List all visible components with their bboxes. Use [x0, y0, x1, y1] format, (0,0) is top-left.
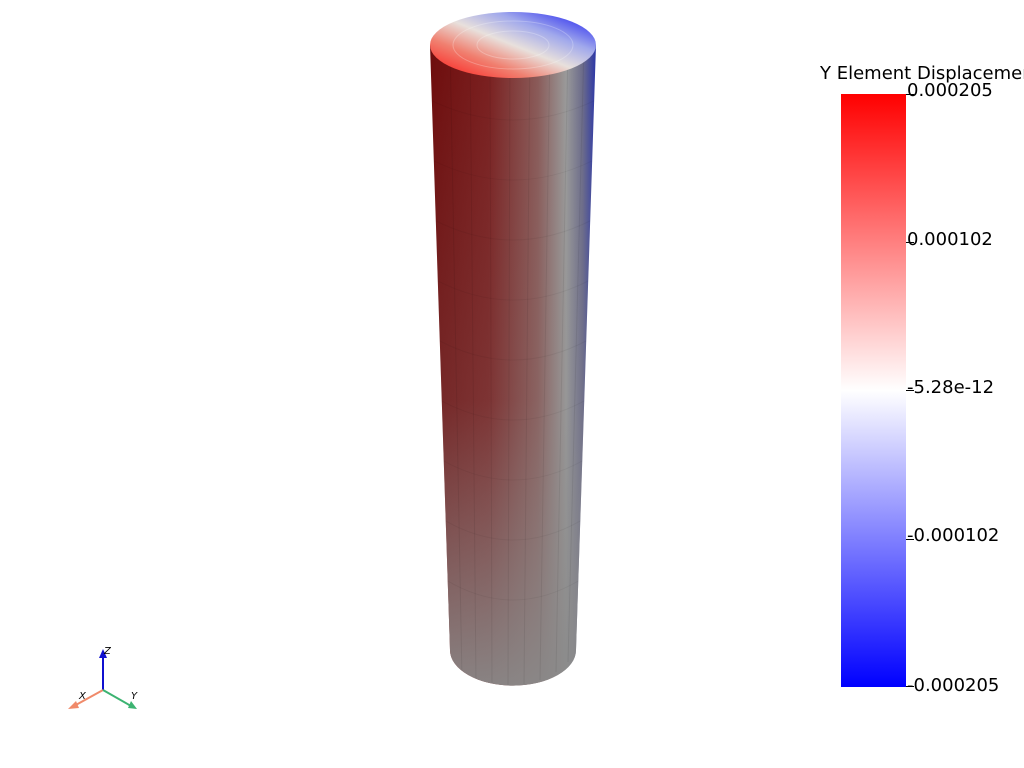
cylinder-facet-lines	[449, 45, 585, 686]
cylinder-top-cap	[430, 12, 596, 78]
tick-label-max: 0.000205	[907, 80, 993, 101]
cap-facet-lines	[452, 20, 574, 70]
scalar-bar-title: Y Element Displacemer	[820, 63, 1024, 84]
x-axis-arrowhead	[68, 701, 79, 709]
y-axis-label: Y	[131, 691, 138, 702]
x-axis-line	[73, 689, 104, 707]
tick-mark-upper	[906, 242, 914, 243]
tick-mark-min	[906, 686, 914, 687]
tick-label-lower: -0.000102	[907, 525, 1000, 546]
cylinder-band-lines	[430, 99, 596, 601]
y-axis-arrowhead	[128, 701, 137, 709]
tick-mark-mid	[906, 390, 914, 391]
cylinder-mesh[interactable]	[420, 12, 610, 690]
z-axis-label: Z	[104, 646, 111, 657]
tick-mark-lower	[906, 539, 914, 540]
tick-label-mid: -5.28e-12	[907, 377, 995, 398]
orientation-axes[interactable]	[68, 649, 137, 709]
x-axis-label: X	[79, 691, 86, 702]
z-axis-arrowhead	[99, 649, 107, 658]
tick-label-min: -0.000205	[907, 675, 1000, 696]
y-axis-line	[102, 689, 132, 707]
tick-label-upper: 0.000102	[907, 229, 993, 250]
scalar-bar-colormap	[841, 94, 906, 687]
tick-mark-max	[906, 94, 914, 95]
cylinder-lower-fade	[430, 45, 596, 686]
